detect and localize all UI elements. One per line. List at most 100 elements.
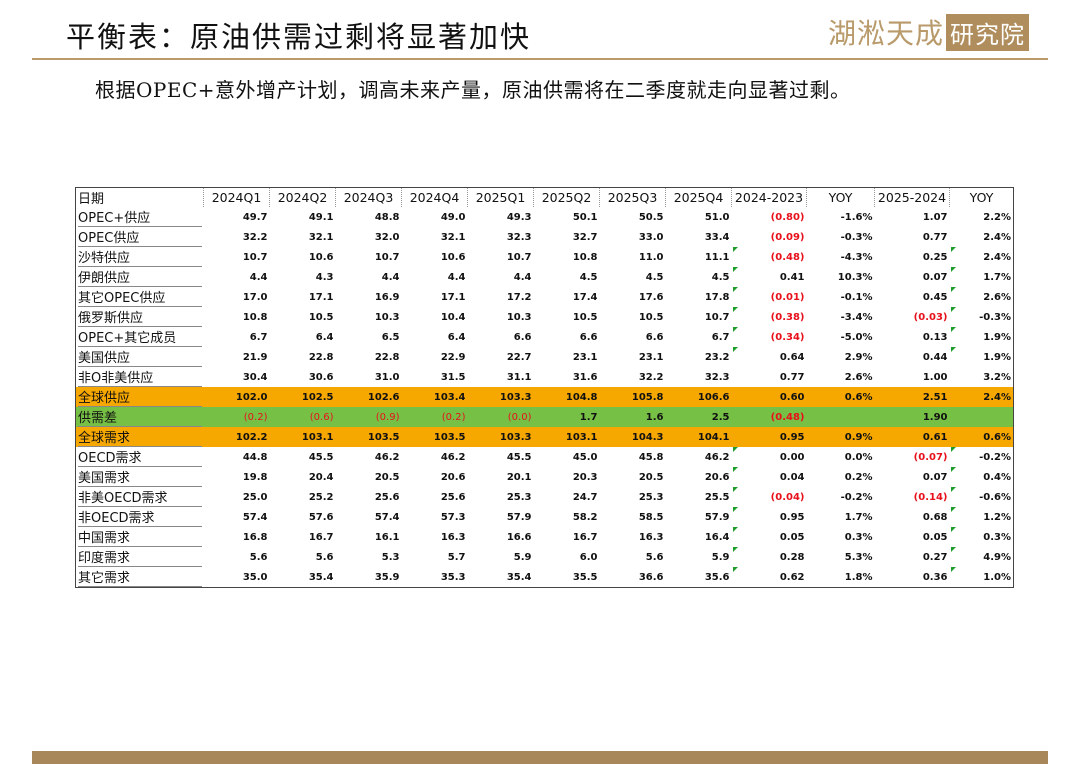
table-cell: 32.1: [308, 231, 334, 243]
row-label: 非美OECD需求: [76, 487, 204, 507]
table-cell: 21.9: [242, 351, 268, 363]
table-cell: 0.13: [922, 331, 948, 343]
row-label: 全球供应: [75, 387, 204, 407]
page-title: 平衡表：原油供需过剩将显著加快: [66, 20, 532, 54]
table-cell: (0.09): [770, 231, 805, 243]
table-cell: 33.4: [704, 231, 730, 243]
table-cell: 0.07: [922, 271, 948, 283]
table-cell: 0.04: [732, 467, 807, 487]
table-cell: 16.3: [638, 531, 664, 543]
table-cell: 17.8: [704, 291, 730, 303]
table-cell: -0.2%: [840, 491, 873, 503]
table-cell: 30.4: [242, 371, 268, 383]
row-label-text: OPEC+其它成员: [78, 327, 202, 347]
table-cell: 45.0: [572, 451, 598, 463]
table-cell: -4.3%: [840, 251, 873, 263]
table-cell: 51.0: [704, 211, 730, 223]
table-cell: 10.5: [638, 311, 664, 323]
table-cell: 57.6: [308, 511, 334, 523]
table-cell: -0.3%: [950, 307, 1014, 327]
table-cell: 2.51: [874, 387, 950, 407]
column-header: 2025Q3: [599, 187, 666, 207]
table-cell: 23.1: [638, 351, 664, 363]
table-cell: 6.7: [711, 331, 730, 343]
table-cell: -0.2%: [950, 447, 1014, 467]
table-cell: 0.4%: [950, 467, 1014, 487]
column-header: 2024Q2: [269, 187, 336, 207]
table-row: OPEC供应 32.2 32.1 32.0 32.1 32.3 32.7 33.0 33.4 (0…: [76, 227, 1014, 247]
table-cell: 102.2: [203, 427, 270, 447]
table-cell: (0.2): [401, 407, 468, 427]
table-cell: 46.2: [374, 451, 400, 463]
column-header: YOY: [806, 187, 875, 207]
table-cell: -5.0%: [840, 331, 873, 343]
table-cell: 5.9: [711, 551, 730, 563]
table-cell: 20.6: [440, 471, 466, 483]
row-label-text: 其它需求: [78, 567, 202, 587]
column-header: 2025Q2: [533, 187, 600, 207]
table-cell: -0.6%: [950, 487, 1014, 507]
table-cell: 0.62: [732, 567, 807, 588]
table-cell: 25.5: [704, 491, 730, 503]
table-cell: 1.90: [874, 407, 950, 427]
column-header: 2024Q3: [335, 187, 402, 207]
row-label: OPEC+供应: [76, 207, 204, 227]
table-cell: 23.1: [572, 351, 598, 363]
table-cell: 35.6: [704, 571, 730, 583]
table-cell: 104.8: [533, 387, 600, 407]
table-cell: 10.7: [506, 251, 532, 263]
table-cell: 22.8: [374, 351, 400, 363]
table-cell: 0.60: [731, 387, 807, 407]
table-cell: 25.6: [374, 491, 400, 503]
logo-main-text: 湖淞天成: [828, 17, 945, 50]
table-cell: [949, 407, 1014, 427]
row-label: 沙特供应: [76, 247, 204, 267]
row-label: 供需差: [75, 407, 204, 427]
row-label-text: OPEC供应: [78, 227, 202, 247]
table-cell: 0.95: [731, 427, 807, 447]
table-cell: 104.1: [665, 427, 732, 447]
table-row: 非OECD需求 57.4 57.6 57.4 57.3 57.9 58.2 58.5 57.9 0…: [76, 507, 1014, 527]
table-row: 非美OECD需求 25.0 25.2 25.6 25.6 25.3 24.7 25.3 25.5…: [76, 487, 1014, 507]
table-cell: 3.2%: [983, 371, 1011, 383]
table-cell: 1.8%: [844, 571, 873, 583]
table-cell: 0.6%: [806, 387, 875, 407]
table-cell: 6.6: [513, 331, 532, 343]
table-header-row: 日期 2024Q1 2024Q2 2024Q3 2024Q4 2025Q1 2025Q2 20…: [76, 187, 1014, 207]
table-cell: 17.0: [242, 291, 268, 303]
row-label-text: 中国需求: [78, 527, 202, 547]
table-cell: 2.9%: [844, 351, 873, 363]
column-header: YOY: [949, 187, 1014, 207]
table-cell: 32.3: [704, 371, 730, 383]
table-cell: 0.00: [732, 447, 807, 467]
row-label: 中国需求: [76, 527, 204, 547]
row-label-text: 其它OPEC供应: [78, 287, 202, 307]
table-row: OPEC+供应 49.7 49.1 48.8 49.0 49.3 50.1 50.5 51.0 (…: [76, 207, 1014, 227]
table-cell: 25.0: [242, 491, 268, 503]
table-cell: 57.3: [440, 511, 466, 523]
table-cell: 10.3: [506, 311, 532, 323]
table-cell: 1.00: [922, 371, 948, 383]
table-cell: 20.1: [506, 471, 532, 483]
table-cell: 0.28: [732, 547, 807, 567]
table-cell: 0.9%: [806, 427, 875, 447]
table-cell: 104.3: [599, 427, 666, 447]
table-cell: 0.3%: [950, 527, 1014, 547]
table-cell: 35.3: [440, 571, 466, 583]
table-cell: 10.4: [440, 311, 466, 323]
table-cell: 16.7: [308, 531, 334, 543]
table-cell: 10.3%: [837, 271, 873, 283]
row-label: 全球需求: [75, 427, 204, 447]
table-cell: -3.4%: [840, 311, 873, 323]
table-cell: 10.6: [440, 251, 466, 263]
table-cell: (0.48): [732, 247, 807, 267]
row-label-text: OECD需求: [78, 447, 202, 467]
row-label-text: OPEC+供应: [78, 207, 202, 227]
column-header: 2024Q1: [203, 187, 270, 207]
table-cell: 22.8: [308, 351, 334, 363]
table-row: OECD需求 44.8 45.5 46.2 46.2 45.5 45.0 45.8 46.2 0.…: [76, 447, 1014, 467]
table-cell: (0.34): [732, 327, 807, 347]
table-cell: 102.6: [335, 387, 402, 407]
table-cell: 16.8: [242, 531, 268, 543]
row-label: 美国需求: [76, 467, 204, 487]
